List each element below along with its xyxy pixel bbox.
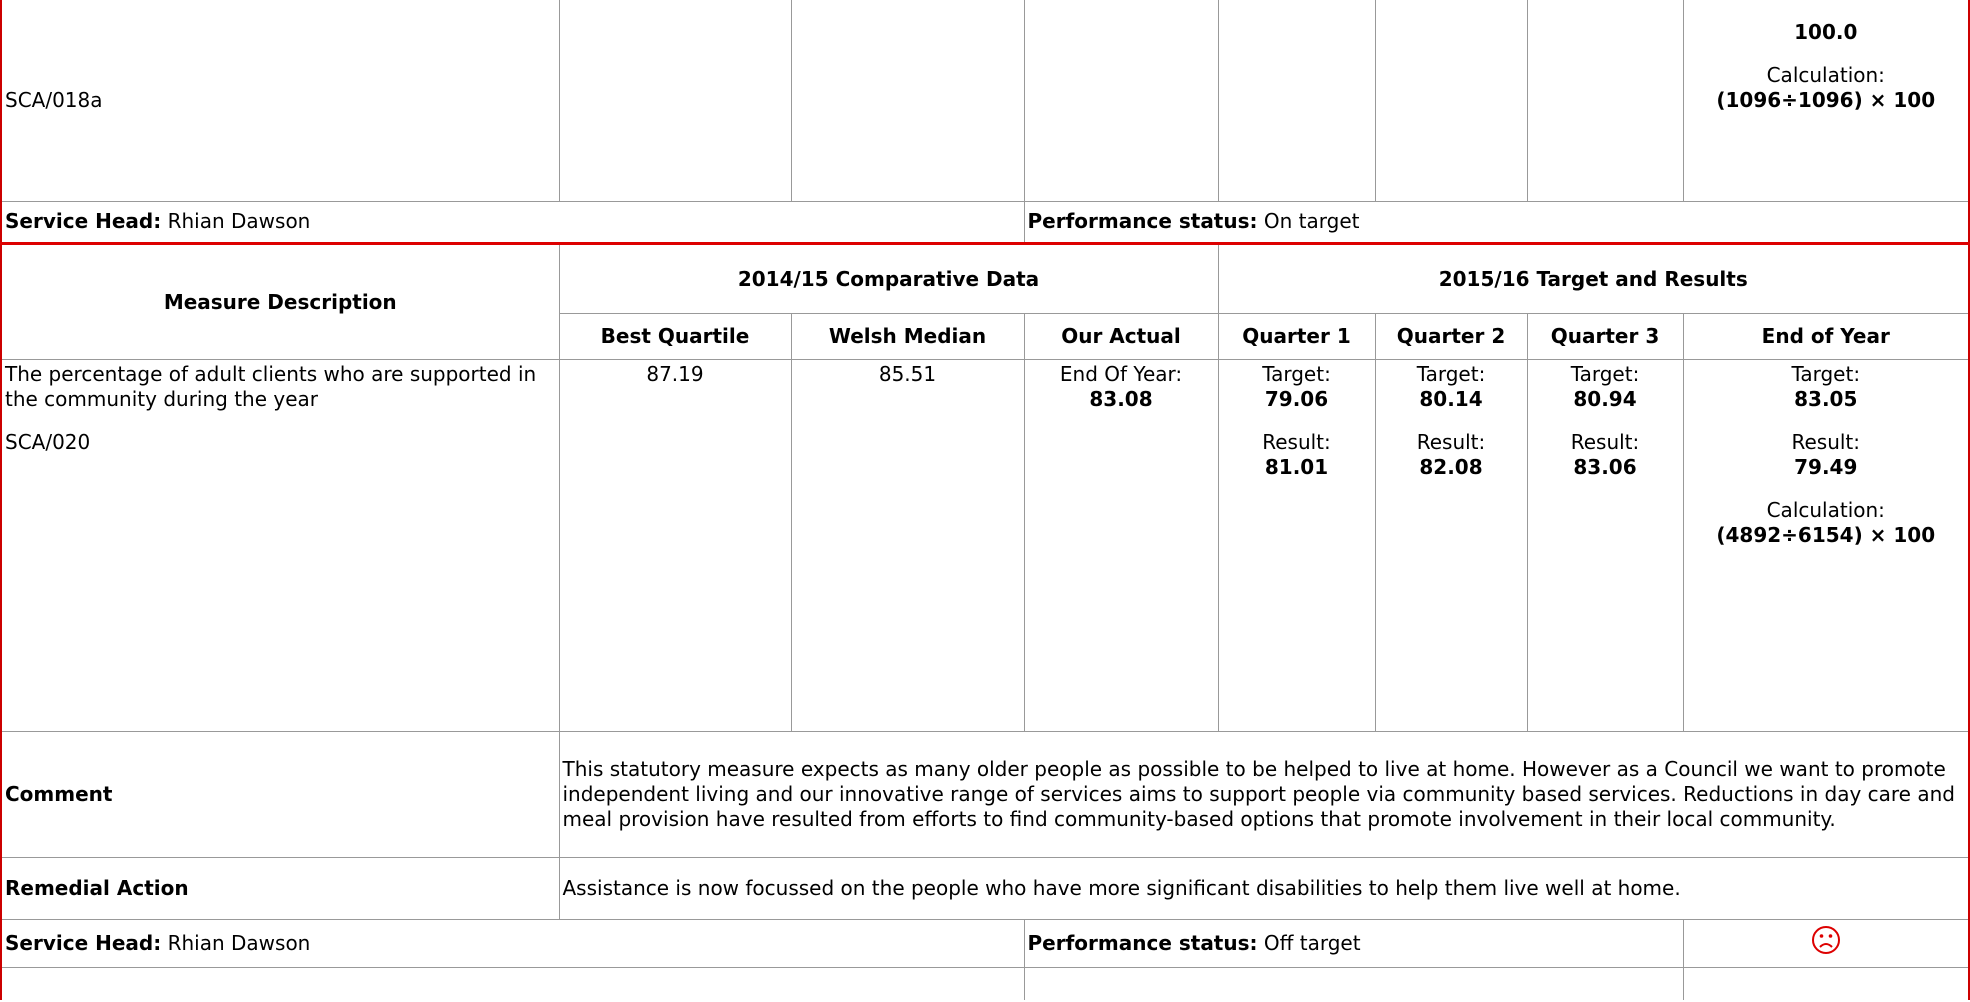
header: End of Year xyxy=(1682,312,1970,360)
label: Result: xyxy=(1262,429,1331,454)
label: Service Head: xyxy=(5,209,162,233)
value: Rhian Dawson xyxy=(167,930,311,955)
line: 83.06 xyxy=(1531,455,1680,480)
header: Quarter 3 xyxy=(1526,312,1684,360)
label: Remedial Action xyxy=(5,875,189,900)
code: SCA/018a xyxy=(5,87,103,112)
line: 80.14 xyxy=(1379,387,1524,412)
value: 80.94 xyxy=(1573,386,1637,411)
label: Comment xyxy=(5,781,113,806)
label: Performance status: xyxy=(1027,209,1258,233)
line: 82.08 xyxy=(1379,455,1524,480)
value: 85.51 xyxy=(790,358,1025,732)
cell: SCA/018a xyxy=(0,0,560,202)
row: SCA/018a 100.0 Calculation: (1096÷1096) × … xyxy=(0,0,1970,202)
header: 2014/15 Comparative Data xyxy=(558,242,1219,314)
header: Best Quartile xyxy=(558,312,792,360)
row xyxy=(0,966,1970,1000)
value: 87.19 xyxy=(558,358,792,732)
row: Service Head: Rhian Dawson Performance s… xyxy=(0,200,1970,245)
value: Rhian Dawson xyxy=(167,209,311,233)
line: 79.49 xyxy=(1687,455,1966,480)
cell: Target: 83.05 Result: 79.49 Calculation: (489… xyxy=(1682,358,1970,732)
code: SCA/020 xyxy=(5,429,91,454)
label: Target: xyxy=(1416,361,1486,386)
value: On target xyxy=(1263,209,1360,233)
label: Service Head: xyxy=(5,930,162,955)
row: Remedial Action Assistance is now focuss… xyxy=(0,856,1970,920)
header: Quarter 2 xyxy=(1374,312,1528,360)
row: The percentage of adult clients who are … xyxy=(0,358,1970,732)
value: Off target xyxy=(1263,930,1361,955)
row: Comment This statutory measure expects a… xyxy=(0,730,1970,858)
label: Calculation: xyxy=(1766,497,1885,522)
value: 83.06 xyxy=(1573,454,1637,479)
comment: This statutory measure expects as many o… xyxy=(558,730,1970,858)
line: 79.06 xyxy=(1222,387,1372,412)
value: 83.05 xyxy=(1794,386,1858,411)
label: Calculation: xyxy=(1766,63,1885,87)
header-row: Measure Description 2014/15 Comparative … xyxy=(0,242,1970,360)
header: Welsh Median xyxy=(790,312,1025,360)
label: Performance status: xyxy=(1027,930,1258,955)
sad-icon xyxy=(1811,926,1840,954)
value: 79.06 xyxy=(1264,386,1329,411)
cell xyxy=(1682,918,1970,968)
cell: Target: 80.94 Result: 83.06 xyxy=(1526,358,1684,732)
description: The percentage of adult clients who are … xyxy=(5,361,537,411)
header: Quarter 1 xyxy=(1217,312,1376,360)
header: Measure Description xyxy=(0,242,560,360)
label: Target: xyxy=(1262,361,1331,386)
label: Result: xyxy=(1416,429,1486,454)
value: 81.01 xyxy=(1264,454,1329,479)
label: Result: xyxy=(1570,429,1640,454)
header: Our Actual xyxy=(1023,312,1219,360)
line: 81.01 xyxy=(1222,455,1372,480)
label: Target: xyxy=(1570,361,1640,386)
calculation: (1096÷1096) × 100 xyxy=(1716,88,1936,112)
value: 82.08 xyxy=(1419,454,1483,479)
line: 83.05 xyxy=(1687,387,1966,412)
label: Target: xyxy=(1791,361,1861,386)
cell: 100.0 Calculation: (1096÷1096) × 100 xyxy=(1682,0,1970,202)
line: 80.94 xyxy=(1531,387,1680,412)
value: 83.08 xyxy=(1089,386,1153,411)
cell: Target: 80.14 Result: 82.08 xyxy=(1374,358,1528,732)
value: 79.49 xyxy=(1794,454,1858,479)
cell: Target: 79.06 Result: 81.01 xyxy=(1217,358,1376,732)
value: 80.14 xyxy=(1419,386,1483,411)
line: (4892÷6154) × 100 xyxy=(1687,523,1966,548)
header: 2015/16 Target and Results xyxy=(1217,242,1970,314)
label: End Of Year: xyxy=(1059,361,1183,386)
remedial: Assistance is now focussed on the people… xyxy=(558,856,1970,920)
row: Service Head: Rhian Dawson Performance s… xyxy=(0,918,1970,968)
value: 100.0 xyxy=(1794,20,1858,44)
label: Result: xyxy=(1791,429,1861,454)
calculation: (4892÷6154) × 100 xyxy=(1716,522,1936,547)
